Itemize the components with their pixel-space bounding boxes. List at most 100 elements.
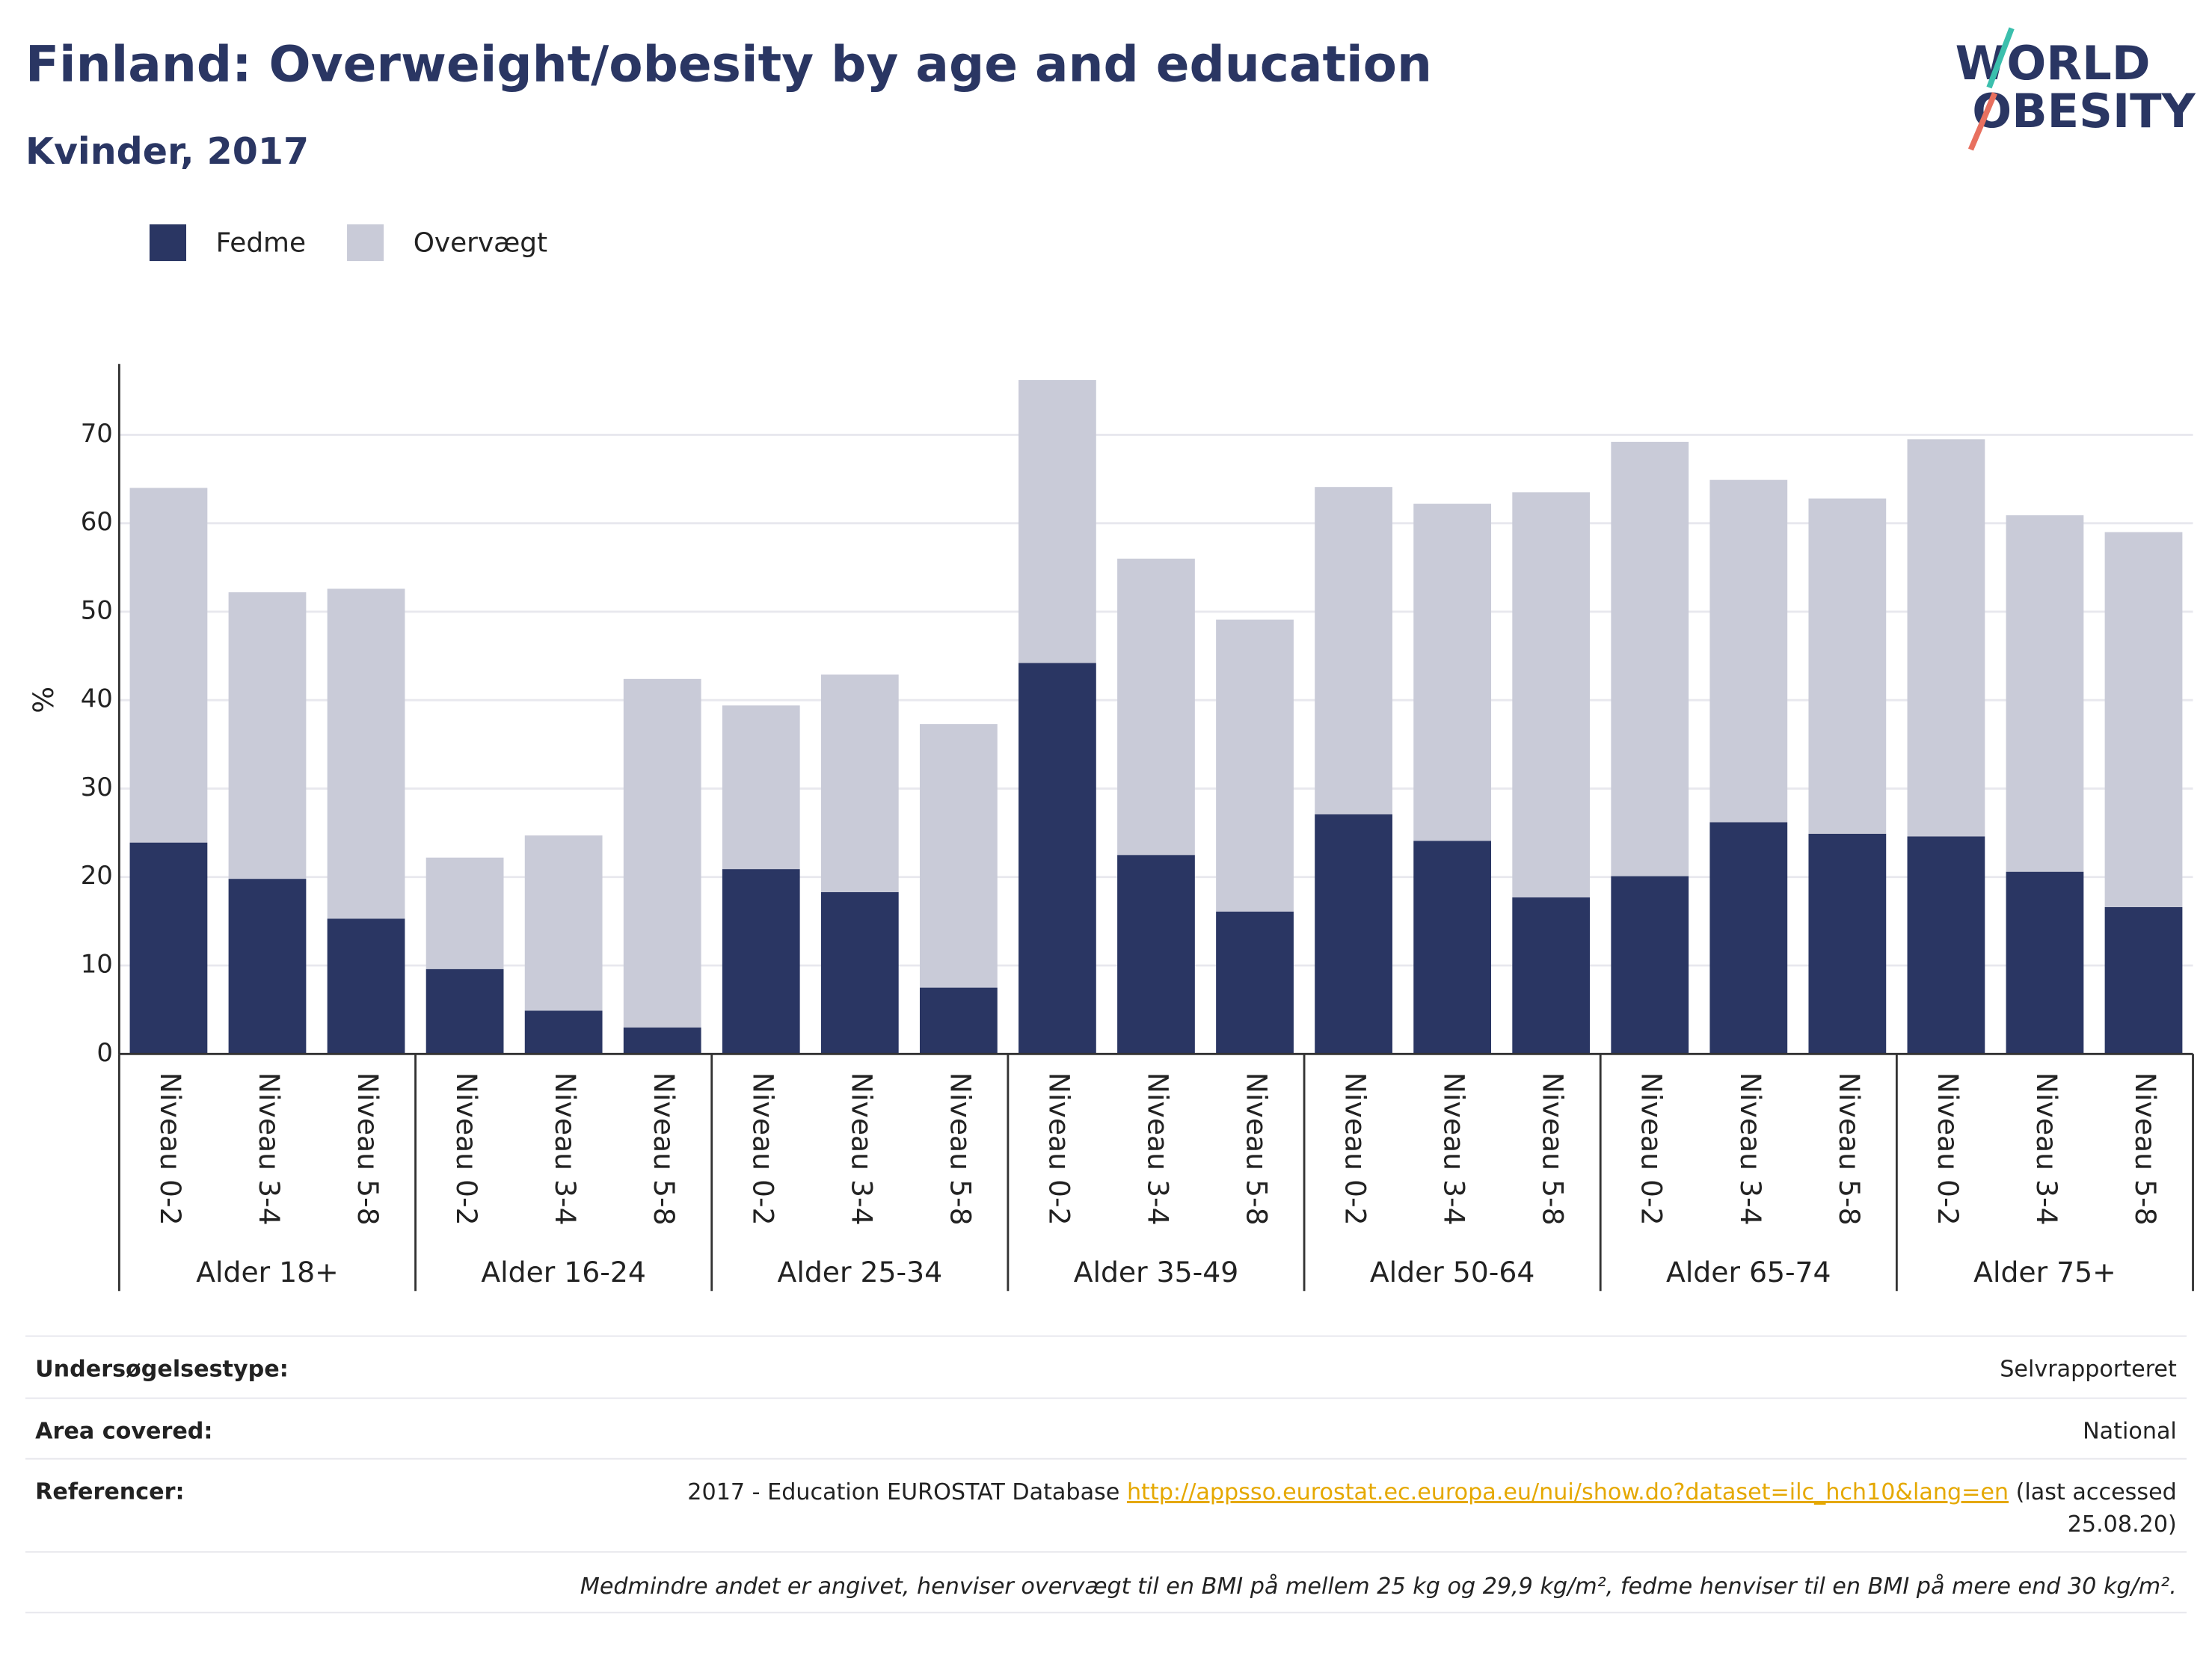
bar-segment [2006,871,2084,1054]
bar-segment [2104,906,2183,1054]
bar-segment [1117,855,1195,1054]
x-tick-label: Niveau 0-2 [746,1072,779,1226]
bar-segment [228,592,307,879]
row-label: Undersøgelsestype: [35,1356,289,1382]
x-tick-label: Niveau 5-8 [1241,1072,1274,1226]
x-tick-label: Niveau 0-2 [1042,1072,1075,1226]
y-tick-label: 10 [81,950,113,980]
bar-segment [1413,841,1492,1054]
bar-segment [623,1027,701,1054]
note: Medmindre andet er angivet, henviser ove… [580,1573,2177,1600]
x-tick-label: Niveau 5-8 [1833,1072,1866,1226]
group-label: Alder 50-64 [1370,1256,1535,1289]
row-label: Referencer: [35,1479,184,1505]
bar-segment [327,918,405,1054]
reference-link[interactable]: http://appsso.eurostat.ec.europa.eu/nui/… [1127,1479,2009,1505]
y-tick-label: 0 [96,1038,113,1068]
bar-segment [327,589,405,919]
legend-label: Fedme [216,227,306,258]
bar-segment [1709,479,1788,823]
bar-segment [1709,822,1788,1054]
bar-segment [1413,503,1492,841]
y-axis-label: % [27,687,60,713]
bar-segment [1512,492,1591,897]
bar-segment [722,869,800,1054]
x-tick-label: Niveau 0-2 [1339,1072,1372,1226]
bar-segment [1611,441,1689,876]
bar-segment [1216,619,1294,912]
bar-segment [1907,439,1985,837]
bar-segment [1315,487,1392,814]
y-tick-label: 70 [81,419,113,449]
reference: 2017 - Education EUROSTAT Database http:… [687,1479,2177,1505]
bar-segment [1315,814,1392,1054]
group-label: Alder 18+ [196,1256,339,1289]
logo-slash [1986,27,2015,89]
logo-text: OBESITY [1972,84,2196,138]
bar-segment [2104,532,2183,907]
x-tick-label: Niveau 3-4 [253,1072,286,1226]
bar-segment [129,842,208,1054]
bar-segment [1611,876,1689,1054]
reference-text: (last accessed [2009,1479,2177,1505]
logo-text: WORLD [1956,36,2151,90]
y-tick-label: 30 [81,773,113,802]
bar-segment [1019,663,1096,1054]
reference-text: 2017 - Education EUROSTAT Database [687,1479,1127,1505]
x-tick-label: Niveau 0-2 [450,1072,483,1226]
reference-date: 25.08.20) [2068,1511,2177,1538]
legend-swatch [149,224,187,262]
x-tick-label: Niveau 0-2 [154,1072,187,1226]
row-value: Selvrapporteret [2000,1356,2177,1382]
group-label: Alder 16-24 [481,1256,646,1289]
y-tick-label: 20 [81,861,113,891]
x-tick-label: Niveau 5-8 [351,1072,384,1226]
x-tick-label: Niveau 3-4 [1734,1072,1767,1226]
bar-segment [129,488,208,843]
chart-subtitle: Kvinder, 2017 [25,129,309,173]
x-tick-label: Niveau 5-8 [1537,1072,1570,1226]
bar-segment [820,674,899,892]
group-label: Alder 65-74 [1666,1256,1831,1289]
bar-segment [820,891,899,1054]
bar-segment [1808,498,1887,834]
x-tick-label: Niveau 5-8 [2129,1072,2162,1226]
bar-segment [425,968,504,1054]
row-value: National [2083,1418,2177,1444]
y-tick-label: 50 [81,595,113,625]
x-tick-label: Niveau 3-4 [549,1072,582,1226]
bar-segment [722,705,800,870]
legend-label: Overvægt [414,227,547,258]
bar-segment [1216,911,1294,1054]
y-tick-label: 60 [81,507,113,537]
x-tick-label: Niveau 5-8 [944,1072,977,1226]
x-tick-label: Niveau 3-4 [2030,1072,2063,1226]
bar-segment [425,857,504,969]
chart-title: Finland: Overweight/obesity by age and e… [25,36,1432,93]
bar-segment [228,879,307,1054]
bar-segment [1808,833,1887,1054]
bar-segment [1512,897,1591,1054]
bar-segment [1117,558,1195,856]
bar-segment [524,1010,603,1054]
bar-segment [2006,515,2084,872]
logo-slash [1967,92,1997,151]
x-tick-label: Niveau 3-4 [1141,1072,1174,1226]
bar-segment [623,678,701,1028]
legend-swatch [347,224,384,262]
bar-segment [919,987,998,1054]
x-tick-label: Niveau 3-4 [845,1072,878,1226]
y-tick-label: 40 [81,684,113,714]
x-tick-label: Niveau 5-8 [648,1072,681,1226]
x-tick-label: Niveau 0-2 [1635,1072,1668,1226]
bar-segment [1019,380,1096,663]
x-tick-label: Niveau 3-4 [1438,1072,1471,1226]
bar-segment [524,835,603,1011]
row-label: Area covered: [35,1418,212,1444]
footer: Undersøgelsestype: Selvrapporteret Area … [25,1335,2187,1614]
group-label: Alder 25-34 [778,1256,943,1289]
bar-segment [919,724,998,988]
group-label: Alder 75+ [1973,1256,2116,1289]
